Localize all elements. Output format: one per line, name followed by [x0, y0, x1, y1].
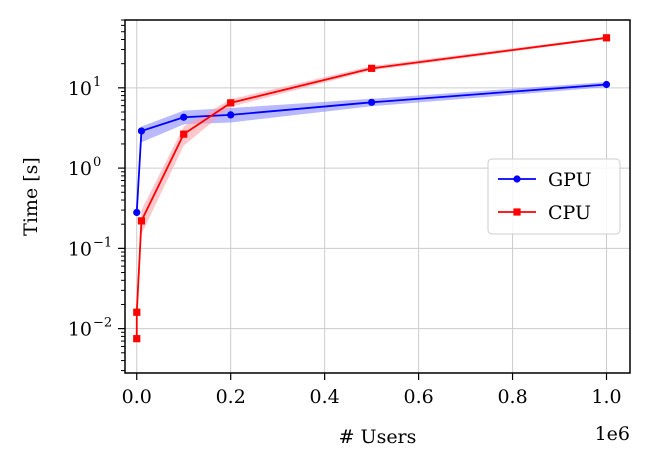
- y-axis-label: Time [s]: [20, 157, 42, 236]
- x-tick-label: 0.2: [216, 386, 246, 408]
- confidence-band-gpu: [136, 82, 607, 214]
- legend-box: [487, 158, 621, 235]
- x-tick-label: 0.4: [310, 386, 340, 408]
- y-tick-label: 10: [68, 319, 92, 341]
- x-axis-ticks: 0.0 0.2 0.4 0.6 0.8 1.0: [122, 373, 622, 408]
- y-tick-label: 10: [68, 158, 92, 180]
- data-point-gpu: [180, 113, 188, 121]
- data-point-gpu: [602, 80, 611, 89]
- data-point-cpu: [180, 130, 188, 138]
- data-point-cpu: [137, 217, 146, 225]
- series-markers: [133, 34, 611, 343]
- plot-frame: [124, 19, 631, 374]
- legend-marker-cpu: [513, 208, 521, 216]
- data-point-cpu: [602, 34, 611, 42]
- legend-label-gpu: GPU: [548, 169, 592, 191]
- x-tick-label: 0.8: [497, 386, 527, 408]
- series-line-gpu: [135, 83, 607, 213]
- x-axis-offset-label: 1e6: [595, 423, 630, 445]
- legend: GPU CPU: [487, 158, 621, 235]
- legend-label-cpu: CPU: [548, 202, 591, 224]
- y-tick-exponent: 1: [93, 75, 101, 90]
- data-point-cpu: [227, 99, 235, 107]
- y-tick-label: 10: [68, 238, 92, 260]
- x-axis-label: # Users: [339, 426, 417, 448]
- y-tick-exponent: −2: [93, 316, 112, 331]
- x-tick-label: 1.0: [591, 386, 621, 408]
- y-tick-exponent: 0: [93, 155, 101, 170]
- data-point-gpu: [137, 127, 146, 135]
- data-point-gpu: [227, 111, 235, 119]
- y-tick-label: 10: [68, 78, 92, 100]
- x-tick-label: 0.0: [122, 386, 152, 408]
- x-tick-label: 0.6: [403, 386, 433, 408]
- confidence-bands: [136, 36, 607, 340]
- data-point-gpu: [133, 208, 141, 217]
- y-tick-exponent: −1: [93, 235, 112, 250]
- data-point-gpu: [368, 98, 376, 106]
- data-point-cpu: [368, 64, 376, 72]
- legend-marker-gpu: [513, 175, 521, 183]
- data-point-cpu: [133, 308, 141, 316]
- data-point-cpu: [133, 335, 141, 343]
